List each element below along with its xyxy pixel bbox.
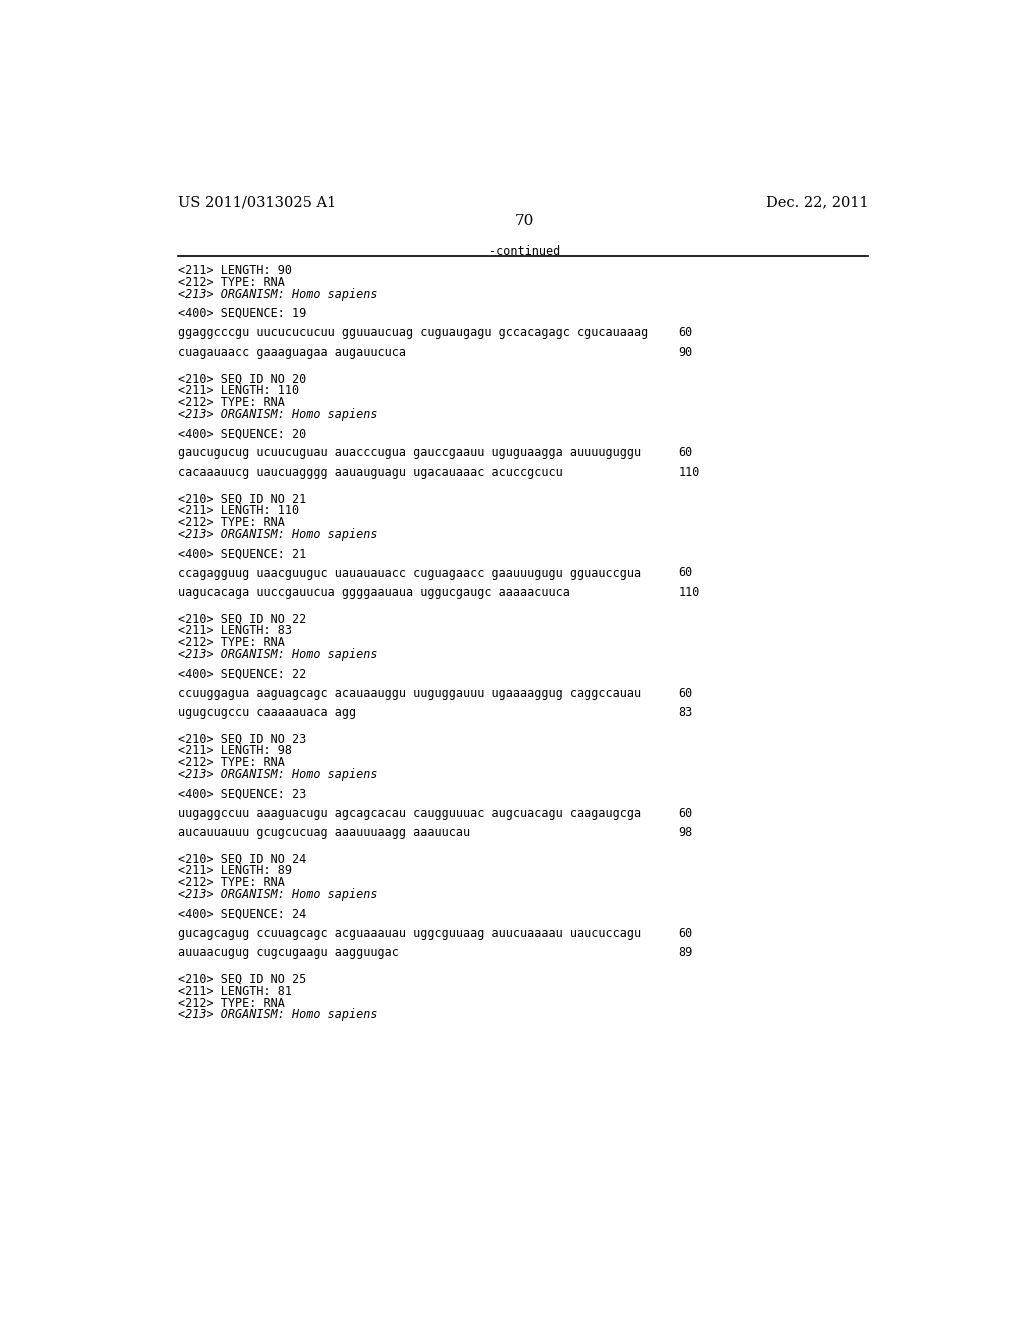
Text: <211> LENGTH: 81: <211> LENGTH: 81 bbox=[178, 985, 293, 998]
Text: US 2011/0313025 A1: US 2011/0313025 A1 bbox=[178, 195, 337, 210]
Text: <212> TYPE: RNA: <212> TYPE: RNA bbox=[178, 756, 286, 770]
Text: <211> LENGTH: 110: <211> LENGTH: 110 bbox=[178, 384, 299, 397]
Text: <212> TYPE: RNA: <212> TYPE: RNA bbox=[178, 876, 286, 890]
Text: <210> SEQ ID NO 20: <210> SEQ ID NO 20 bbox=[178, 372, 306, 385]
Text: <212> TYPE: RNA: <212> TYPE: RNA bbox=[178, 276, 286, 289]
Text: uagucacaga uuccgauucua ggggaauaua uggucgaugc aaaaacuuca: uagucacaga uuccgauucua ggggaauaua uggucg… bbox=[178, 586, 570, 599]
Text: 60: 60 bbox=[678, 686, 692, 700]
Text: 60: 60 bbox=[678, 927, 692, 940]
Text: uugaggccuu aaaguacugu agcagcacau caugguuuac augcuacagu caagaugcga: uugaggccuu aaaguacugu agcagcacau caugguu… bbox=[178, 807, 641, 820]
Text: gucagcagug ccuuagcagc acguaaauau uggcguuaag auucuaaaau uaucuccagu: gucagcagug ccuuagcagc acguaaauau uggcguu… bbox=[178, 927, 641, 940]
Text: 90: 90 bbox=[678, 346, 692, 359]
Text: 60: 60 bbox=[678, 326, 692, 339]
Text: -continued: -continued bbox=[489, 244, 560, 257]
Text: ccuuggagua aaguagcagc acauaauggu uuguggauuu ugaaaaggug caggccauau: ccuuggagua aaguagcagc acauaauggu uugugga… bbox=[178, 686, 641, 700]
Text: <400> SEQUENCE: 22: <400> SEQUENCE: 22 bbox=[178, 668, 306, 680]
Text: <211> LENGTH: 110: <211> LENGTH: 110 bbox=[178, 504, 299, 517]
Text: 60: 60 bbox=[678, 807, 692, 820]
Text: <213> ORGANISM: Homo sapiens: <213> ORGANISM: Homo sapiens bbox=[178, 888, 378, 902]
Text: <212> TYPE: RNA: <212> TYPE: RNA bbox=[178, 396, 286, 409]
Text: <213> ORGANISM: Homo sapiens: <213> ORGANISM: Homo sapiens bbox=[178, 288, 378, 301]
Text: <213> ORGANISM: Homo sapiens: <213> ORGANISM: Homo sapiens bbox=[178, 768, 378, 781]
Text: <211> LENGTH: 89: <211> LENGTH: 89 bbox=[178, 865, 293, 878]
Text: Dec. 22, 2011: Dec. 22, 2011 bbox=[766, 195, 868, 210]
Text: cuagauaacc gaaaguagaa augauucuca: cuagauaacc gaaaguagaa augauucuca bbox=[178, 346, 407, 359]
Text: 70: 70 bbox=[515, 214, 535, 228]
Text: <210> SEQ ID NO 25: <210> SEQ ID NO 25 bbox=[178, 973, 306, 986]
Text: ggaggcccgu uucucucucuu gguuaucuag cuguaugagu gccacagagc cgucauaaag: ggaggcccgu uucucucucuu gguuaucuag cuguau… bbox=[178, 326, 648, 339]
Text: cacaaauucg uaucuagggg aauauguagu ugacauaaac acuccgcucu: cacaaauucg uaucuagggg aauauguagu ugacaua… bbox=[178, 466, 563, 479]
Text: <210> SEQ ID NO 21: <210> SEQ ID NO 21 bbox=[178, 492, 306, 506]
Text: <210> SEQ ID NO 22: <210> SEQ ID NO 22 bbox=[178, 612, 306, 626]
Text: <213> ORGANISM: Homo sapiens: <213> ORGANISM: Homo sapiens bbox=[178, 648, 378, 661]
Text: 98: 98 bbox=[678, 826, 692, 840]
Text: <212> TYPE: RNA: <212> TYPE: RNA bbox=[178, 636, 286, 649]
Text: <212> TYPE: RNA: <212> TYPE: RNA bbox=[178, 516, 286, 529]
Text: ccagagguug uaacguuguc uauauauacc cuguagaacc gaauuugugu gguauccgua: ccagagguug uaacguuguc uauauauacc cuguaga… bbox=[178, 566, 641, 579]
Text: <400> SEQUENCE: 23: <400> SEQUENCE: 23 bbox=[178, 788, 306, 800]
Text: 110: 110 bbox=[678, 466, 699, 479]
Text: gaucugucug ucuucuguau auacccugua gauccgaauu uguguaagga auuuuguggu: gaucugucug ucuucuguau auacccugua gauccga… bbox=[178, 446, 641, 459]
Text: <210> SEQ ID NO 24: <210> SEQ ID NO 24 bbox=[178, 853, 306, 866]
Text: aucauuauuu gcugcucuag aaauuuaagg aaauucau: aucauuauuu gcugcucuag aaauuuaagg aaauuca… bbox=[178, 826, 470, 840]
Text: <211> LENGTH: 83: <211> LENGTH: 83 bbox=[178, 624, 293, 638]
Text: <213> ORGANISM: Homo sapiens: <213> ORGANISM: Homo sapiens bbox=[178, 1008, 378, 1022]
Text: 60: 60 bbox=[678, 446, 692, 459]
Text: <400> SEQUENCE: 21: <400> SEQUENCE: 21 bbox=[178, 548, 306, 560]
Text: ugugcugccu caaaaauaca agg: ugugcugccu caaaaauaca agg bbox=[178, 706, 356, 719]
Text: <400> SEQUENCE: 24: <400> SEQUENCE: 24 bbox=[178, 908, 306, 920]
Text: <213> ORGANISM: Homo sapiens: <213> ORGANISM: Homo sapiens bbox=[178, 528, 378, 541]
Text: auuaacugug cugcugaagu aagguugac: auuaacugug cugcugaagu aagguugac bbox=[178, 946, 399, 960]
Text: <212> TYPE: RNA: <212> TYPE: RNA bbox=[178, 997, 286, 1010]
Text: <211> LENGTH: 90: <211> LENGTH: 90 bbox=[178, 264, 293, 277]
Text: <400> SEQUENCE: 20: <400> SEQUENCE: 20 bbox=[178, 428, 306, 440]
Text: <210> SEQ ID NO 23: <210> SEQ ID NO 23 bbox=[178, 733, 306, 746]
Text: 89: 89 bbox=[678, 946, 692, 960]
Text: <400> SEQUENCE: 19: <400> SEQUENCE: 19 bbox=[178, 308, 306, 319]
Text: 83: 83 bbox=[678, 706, 692, 719]
Text: 110: 110 bbox=[678, 586, 699, 599]
Text: <213> ORGANISM: Homo sapiens: <213> ORGANISM: Homo sapiens bbox=[178, 408, 378, 421]
Text: <211> LENGTH: 98: <211> LENGTH: 98 bbox=[178, 744, 293, 758]
Text: 60: 60 bbox=[678, 566, 692, 579]
